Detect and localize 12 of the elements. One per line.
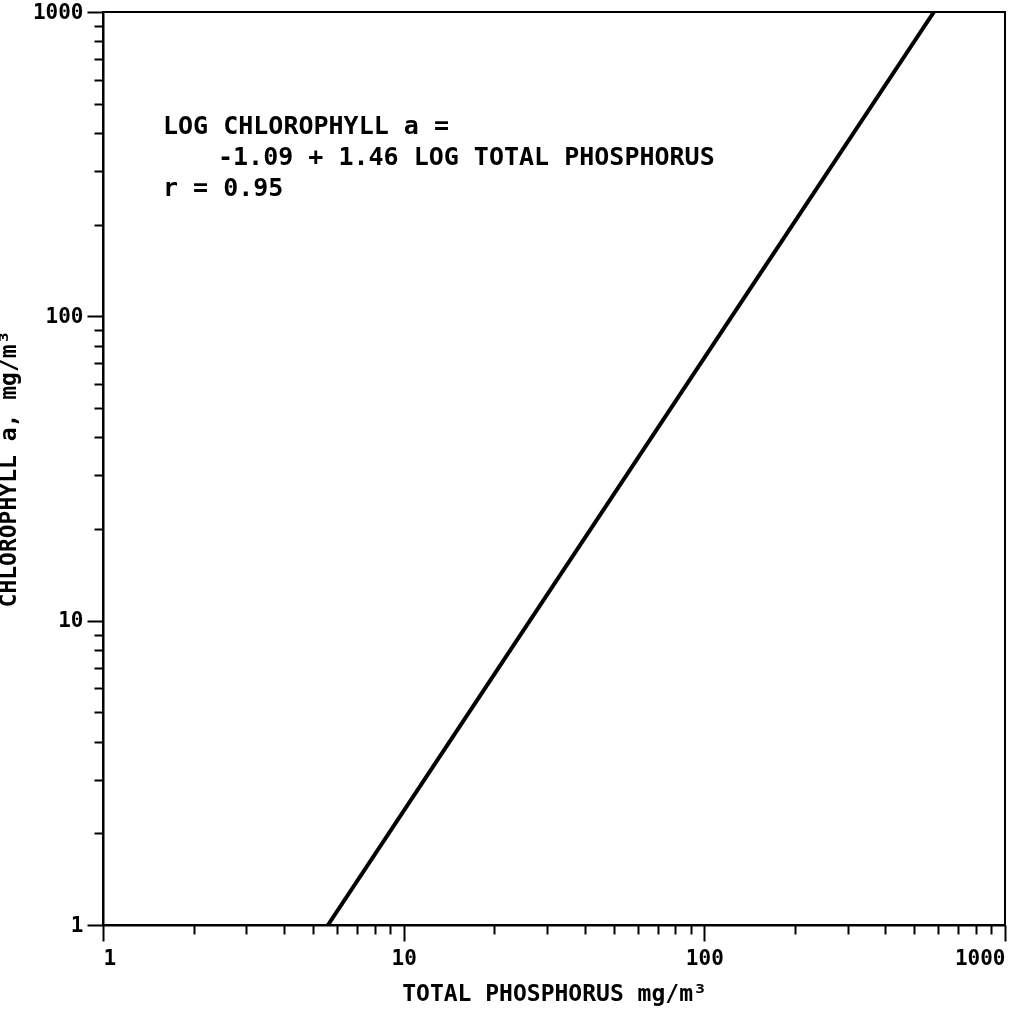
x-tick-label: 10: [391, 945, 417, 970]
annotation: r = 0.95: [163, 173, 284, 202]
y-tick-label: 10: [58, 608, 84, 633]
annotation: -1.09 + 1.46 LOG TOTAL PHOSPHORUS: [218, 142, 715, 171]
y-tick-label: 1: [70, 912, 84, 937]
annotation: LOG CHLOROPHYLL a =: [163, 111, 449, 140]
x-tick-label: 1000: [954, 945, 1006, 970]
x-tick-label: 1: [103, 945, 117, 970]
x-tick-label: 100: [685, 945, 724, 970]
x-axis-title: TOTAL PHOSPHORUS mg/m³: [402, 979, 707, 1006]
y-tick-label: 100: [45, 303, 84, 328]
y-tick-label: 1000: [32, 0, 84, 24]
